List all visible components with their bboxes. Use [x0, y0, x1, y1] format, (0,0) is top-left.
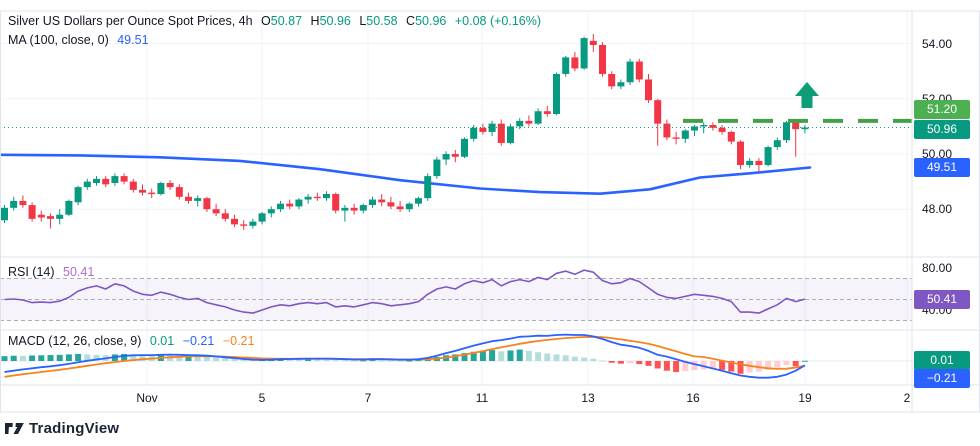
time-tick-label: 7	[364, 391, 372, 405]
time-tick-label: 2	[903, 391, 911, 405]
low-value: 50.58	[366, 14, 398, 28]
close-label: C	[406, 14, 416, 28]
rsi-legend-row[interactable]: RSI (14) 50.41	[8, 264, 94, 281]
macd-label: MACD (12, 26, close, 9)	[8, 334, 142, 348]
price-badge: 51.20	[914, 100, 970, 120]
ma-legend-row[interactable]: MA (100, close, 0) 49.51	[8, 32, 149, 49]
symbol-title: Silver US Dollars per Ounce Spot Prices,…	[8, 14, 253, 28]
time-tick-label: 13	[581, 391, 595, 405]
time-tick-label: 11	[475, 391, 489, 405]
price-badge: 49.51	[914, 158, 970, 178]
rsi-label: RSI (14)	[8, 265, 55, 279]
ma-value: 49.51	[117, 33, 149, 47]
ma-label: MA (100, close, 0)	[8, 33, 109, 47]
price-badge: 50.96	[914, 120, 970, 139]
open-label: O	[261, 14, 271, 28]
tradingview-logo-icon	[5, 423, 24, 434]
price-tick-label: 50.00	[922, 147, 953, 161]
price-axis[interactable]: 54.00 52.00 50.00 48.00 80.00 40.00 51.20 50.96…	[912, 11, 980, 388]
price-tick-label: 54.00	[922, 36, 953, 51]
tradingview-logo[interactable]: TradingView	[5, 420, 119, 437]
change-value: +0.08 (+0.16%)	[454, 14, 542, 28]
time-tick-label: 16	[686, 391, 700, 405]
rsi-value: 50.41	[63, 265, 95, 279]
macd-legend-row[interactable]: MACD (12, 26, close, 9) 0.01 −0.21 −0.21	[8, 333, 254, 350]
macd-line-value: −0.21	[182, 334, 215, 348]
high-value: 50.96	[319, 14, 351, 28]
low-label: L	[359, 14, 367, 28]
macd-hist-value: 0.01	[149, 334, 175, 348]
symbol-legend-row[interactable]: Silver US Dollars per Ounce Spot Prices,…	[8, 13, 541, 30]
macd-signal-value: −0.21	[222, 334, 255, 348]
price-tick-label: 48.00	[922, 202, 953, 217]
macd-value-badge: 0.01	[914, 350, 970, 370]
rsi-tick-label: 80.00	[922, 261, 953, 275]
high-label: H	[310, 14, 320, 28]
time-axis[interactable]: Nov 5 7 11 13 16 19 2	[0, 385, 912, 412]
time-tick-label: 5	[258, 391, 266, 405]
time-tick-label: 19	[798, 391, 812, 405]
time-tick-label: Nov	[136, 391, 158, 405]
open-value: 50.87	[270, 14, 303, 28]
close-value: 50.96	[415, 14, 447, 28]
up-arrow-annotation[interactable]	[795, 82, 819, 108]
rsi-value-badge: 50.41	[914, 289, 970, 309]
tradingview-logo-text: TradingView	[29, 420, 120, 437]
macd-value-badge: −0.21	[914, 369, 970, 388]
